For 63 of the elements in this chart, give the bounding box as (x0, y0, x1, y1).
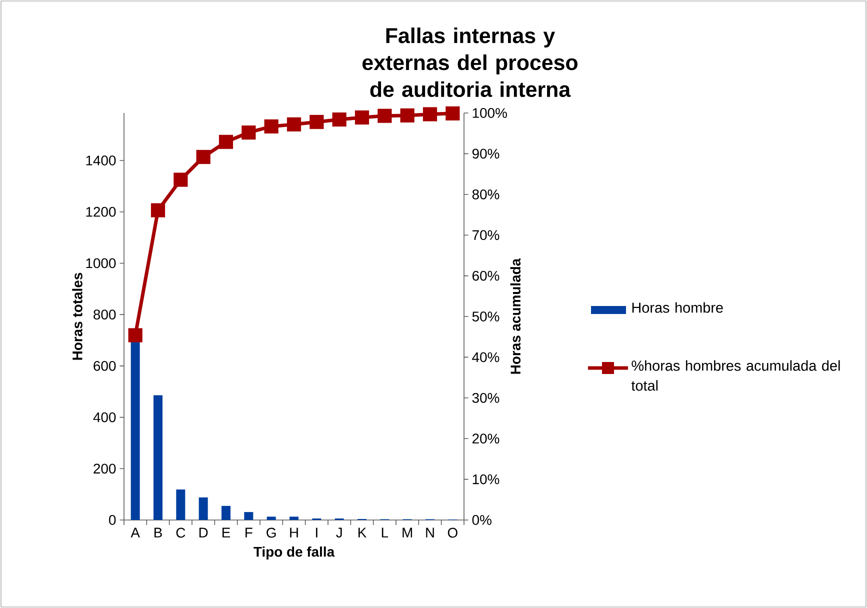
point (286, 117, 302, 132)
y2-tick-label: 30% (472, 392, 500, 403)
point (242, 125, 256, 140)
point (354, 110, 370, 125)
y2-tick-label: 90% (472, 148, 500, 159)
y-tick-label: 800 (94, 310, 116, 320)
x-tick-label: N (426, 528, 434, 538)
bar (130, 340, 140, 520)
bar (198, 497, 208, 520)
x-tick-label: E (222, 528, 230, 538)
x-tick-label: I (316, 528, 318, 538)
y-tick-label: 600 (94, 360, 116, 371)
x-tick-label: J (336, 528, 342, 538)
y2-tick-label: 50% (472, 312, 500, 322)
y-tick-label: 1200 (86, 206, 116, 217)
point (310, 114, 324, 130)
bar (290, 516, 298, 520)
x-tick-label: H (290, 528, 298, 538)
legend-label: Horas hombre (632, 302, 723, 313)
y-tick-label: 1000 (86, 258, 116, 268)
y2-tick-label: 60% (472, 270, 500, 281)
point (446, 106, 460, 120)
point (332, 112, 346, 127)
x-tick-label: M (402, 528, 412, 538)
bar (244, 512, 254, 520)
point (150, 203, 166, 218)
y2-tick-label: 80% (472, 189, 500, 200)
y2-tick-label: 40% (472, 352, 500, 362)
point (196, 150, 210, 164)
x-tick-label: G (266, 528, 276, 538)
chart-title: Fallas internas y externas del proceso de auditoria interna (362, 28, 578, 98)
x-tick-label: D (199, 528, 208, 538)
bar (222, 506, 230, 520)
legend-label: %horas hombres acumulada del total (631, 360, 840, 391)
x-tick-label: B (154, 528, 162, 538)
point (400, 108, 414, 122)
bar (266, 516, 276, 520)
x-tick-label: K (358, 528, 367, 538)
y2-tick-label: 70% (472, 230, 500, 240)
point (264, 119, 278, 134)
y-axis-title: Horas totales (72, 272, 82, 360)
y2-tick-label: 100% (472, 108, 507, 118)
x-tick-label: L (382, 528, 388, 538)
point (422, 107, 438, 122)
y-tick-label: 200 (94, 464, 116, 474)
x-tick-label: C (176, 528, 186, 538)
y-tick-label: 400 (93, 412, 116, 422)
bar (154, 395, 162, 520)
x-axis-title: Tipo de falla (254, 546, 335, 560)
bar (176, 489, 186, 520)
point (378, 108, 392, 123)
y2-axis-title: Horas acumulada (510, 258, 521, 374)
x-tick-label: F (246, 528, 252, 538)
y2-tick-label: 20% (472, 434, 500, 444)
y2-tick-label: 0% (472, 515, 492, 525)
y-tick-label: 1400 (86, 156, 116, 166)
x-tick-label: O (448, 528, 458, 538)
point (128, 328, 142, 342)
y-tick-label: 0 (109, 515, 116, 525)
point (174, 172, 188, 187)
x-tick-label: A (130, 528, 140, 538)
point (218, 134, 234, 149)
y2-tick-label: 10% (472, 474, 500, 484)
